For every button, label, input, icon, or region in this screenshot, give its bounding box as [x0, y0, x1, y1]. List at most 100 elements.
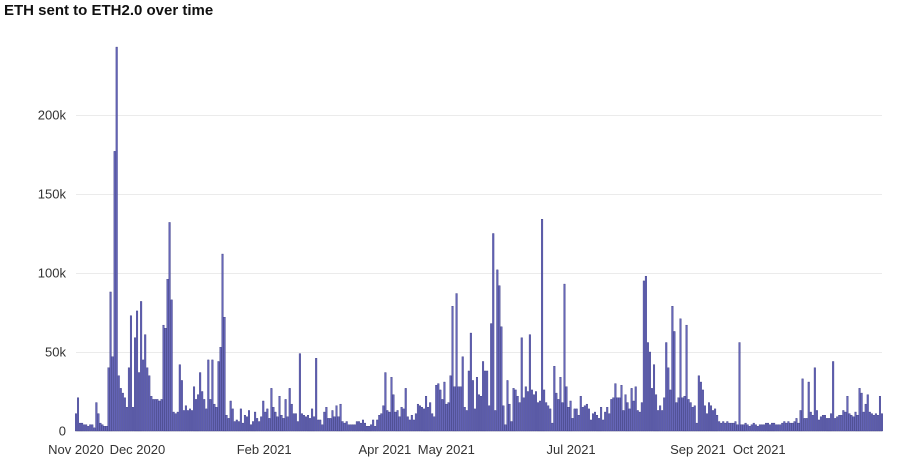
bar	[421, 407, 423, 432]
bar	[577, 415, 580, 432]
bar	[258, 421, 261, 432]
bar	[718, 421, 721, 432]
bar	[396, 410, 399, 432]
bar	[260, 416, 263, 432]
bar	[549, 408, 552, 432]
bar	[471, 380, 474, 432]
bar	[490, 323, 493, 432]
bar	[583, 405, 586, 432]
bar	[624, 394, 627, 432]
bar	[730, 422, 733, 432]
bar	[408, 419, 411, 432]
x-tick-label: May 2021	[418, 442, 475, 457]
bar	[876, 415, 879, 432]
bar	[614, 383, 617, 432]
bar	[789, 422, 792, 432]
bar	[535, 391, 537, 432]
bar	[602, 419, 605, 432]
bar	[600, 407, 603, 432]
bar	[368, 426, 371, 432]
bar	[404, 388, 407, 432]
bar	[530, 389, 533, 432]
bar	[197, 394, 200, 432]
bar	[178, 364, 181, 432]
bar	[290, 403, 293, 432]
chart-title: ETH sent to ETH2.0 over time	[4, 2, 214, 19]
bar	[872, 415, 875, 432]
bar	[714, 408, 717, 432]
bar	[496, 269, 499, 432]
bar	[553, 366, 556, 432]
bar	[77, 397, 80, 432]
bar	[616, 397, 619, 432]
bar	[217, 361, 220, 432]
bar	[856, 415, 859, 432]
bar	[205, 408, 208, 432]
bar	[636, 410, 639, 432]
bar	[268, 418, 271, 432]
bar	[830, 413, 833, 432]
x-tick-label: Nov 2020	[48, 442, 104, 457]
bar	[357, 421, 360, 432]
bar	[266, 408, 269, 432]
bar	[186, 410, 189, 432]
bar	[712, 410, 715, 432]
bar	[201, 391, 204, 432]
bar	[528, 334, 531, 432]
bar	[850, 415, 853, 432]
bar	[243, 415, 246, 432]
bar	[473, 408, 476, 432]
bar	[341, 421, 344, 432]
bar	[103, 426, 106, 432]
bar	[541, 219, 544, 432]
bar	[811, 415, 814, 432]
bar	[512, 388, 515, 432]
bar	[274, 411, 277, 432]
bar	[478, 394, 480, 432]
bar	[736, 424, 739, 432]
bar	[801, 378, 804, 432]
bar	[878, 396, 881, 432]
bar	[762, 424, 765, 432]
bar	[754, 424, 757, 432]
bar	[785, 422, 788, 432]
bar	[207, 359, 210, 432]
bar	[516, 396, 519, 432]
bar	[779, 424, 782, 432]
bar	[148, 375, 151, 432]
bar	[85, 424, 88, 432]
bar	[219, 347, 222, 432]
bar	[758, 424, 761, 432]
bar	[107, 367, 110, 432]
bar-series	[75, 46, 883, 432]
bar	[805, 418, 808, 432]
bar	[142, 359, 145, 432]
bar	[437, 383, 440, 432]
bar	[498, 285, 501, 432]
bar	[111, 356, 114, 432]
bar	[868, 411, 871, 432]
bar	[746, 424, 749, 432]
bar	[184, 405, 187, 432]
bar	[510, 421, 513, 432]
bar	[838, 415, 841, 432]
bar	[400, 407, 403, 432]
bar	[571, 418, 574, 432]
bar	[598, 418, 601, 432]
bar	[355, 421, 358, 432]
bar	[465, 410, 468, 432]
bar	[539, 400, 542, 432]
bar	[557, 399, 560, 432]
bar	[817, 419, 820, 432]
bar	[125, 407, 128, 432]
bar	[227, 418, 230, 432]
bar	[655, 394, 658, 432]
bar	[667, 367, 670, 432]
bar	[280, 415, 283, 432]
x-tick-label: Dec 2020	[110, 442, 166, 457]
x-tick-label: Feb 2021	[237, 442, 292, 457]
bar	[317, 419, 320, 432]
bar	[455, 293, 458, 432]
bar	[824, 415, 826, 432]
bar	[441, 399, 444, 432]
